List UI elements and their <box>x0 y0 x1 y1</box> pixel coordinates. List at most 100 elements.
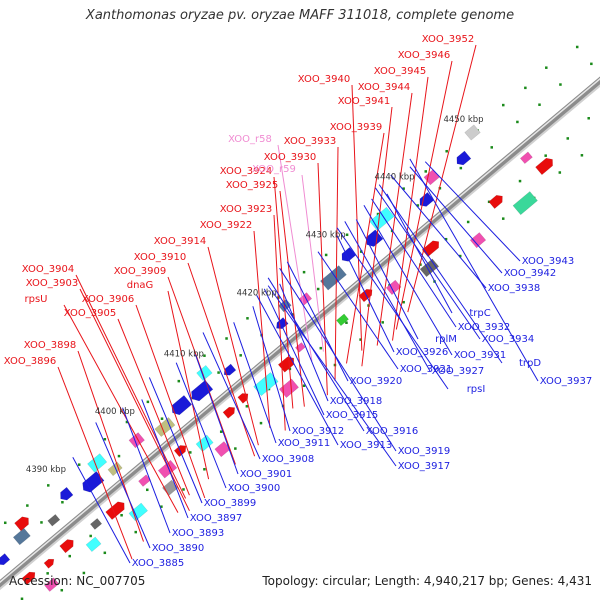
gene-dot <box>259 421 263 425</box>
gene-shape <box>85 536 102 552</box>
gene-dot <box>46 572 49 575</box>
gene-arrow <box>59 539 74 554</box>
gene-label-forward: XOO_3909 <box>114 266 166 277</box>
gene-dot <box>575 45 579 49</box>
gene-shape <box>278 378 299 398</box>
gene-arrow <box>105 501 125 521</box>
gene-dot <box>516 120 519 124</box>
gene-dot <box>68 554 71 558</box>
gene-shape <box>419 192 435 207</box>
gene-shape <box>105 501 125 521</box>
leader-line <box>279 283 329 402</box>
gene-dot <box>566 137 570 140</box>
gene-label-forward: XOO_3925 <box>226 180 278 191</box>
gene-shape <box>358 289 373 303</box>
gene-label-reverse: XOO_3916 <box>366 426 418 437</box>
gene-dot <box>302 384 306 387</box>
tick-layer: 4390 kbp 4400 kbp 4410 kbp 4420 kbp 4430 kbp… <box>26 115 484 475</box>
gene-shape <box>488 195 503 209</box>
gene-shape <box>469 232 487 249</box>
gene-dot <box>219 430 223 433</box>
gene-dot <box>77 463 81 466</box>
gene-shape <box>90 518 103 530</box>
gene-dot <box>544 154 547 157</box>
gene-label-reverse: XOO_3918 <box>330 396 382 407</box>
leader-line <box>277 144 313 362</box>
gene-label-reverse: XOO_3926 <box>396 347 448 358</box>
gene-arrow <box>82 471 105 493</box>
leader-line <box>395 60 453 330</box>
gene-dot <box>146 400 150 404</box>
gene-label-reverse: XOO_3885 <box>132 558 184 569</box>
gene-dot <box>490 146 493 149</box>
gene-label-forward: XOO_3914 <box>154 236 206 247</box>
gene-label-reverse: XOO_3897 <box>190 513 242 524</box>
gene-label-reverse: XOO_3908 <box>262 454 314 465</box>
gene-label-reverse: XOO_3911 <box>278 438 330 449</box>
gene-dot <box>502 103 505 107</box>
gene-label-forward: XOO_3924 <box>220 166 272 177</box>
leader-line <box>355 219 419 340</box>
gene-dot <box>239 354 242 357</box>
gene-label-reverse: XOO_3901 <box>240 469 292 480</box>
gene-dot <box>345 233 349 237</box>
gene-label-reverse: XOO_3931 <box>454 350 506 361</box>
gene-dot <box>558 171 562 174</box>
leader-line <box>361 106 393 367</box>
leader-line <box>233 322 277 444</box>
gene-label-forward: XOO_3904 <box>22 264 74 275</box>
gene-arrow <box>358 289 373 303</box>
tick-label: 4390 kbp <box>26 465 66 475</box>
gene-dot <box>125 420 129 424</box>
gene-block <box>47 513 61 527</box>
gene-dot <box>160 417 164 420</box>
gene-label-forward: XOO_3944 <box>358 82 410 93</box>
gene-label-reverse: XOO_3934 <box>482 334 534 345</box>
gene-dot <box>281 404 285 408</box>
gene-shape <box>535 157 553 176</box>
gene-dot <box>203 468 206 471</box>
leader-line <box>256 295 339 446</box>
gene-dot <box>559 83 562 86</box>
gene-label-reverse: XOO_3919 <box>398 446 450 457</box>
map-title: Xanthomonas oryzae pv. oryzae MAFF 31101… <box>85 8 515 23</box>
leader-line <box>135 304 206 499</box>
leader-line <box>286 261 349 382</box>
gene-label-reverse: XOO_3943 <box>522 256 574 267</box>
gene-shape <box>128 502 148 522</box>
leader-line <box>194 354 239 475</box>
gene-label-reverse: XOO_3912 <box>292 426 344 437</box>
gene-block <box>44 577 60 592</box>
leader-line <box>77 350 144 542</box>
leader-line <box>267 285 397 467</box>
gene-dot <box>587 117 590 120</box>
gene-dot <box>359 338 362 341</box>
leader-line <box>63 304 179 513</box>
gene-label-forward: XOO_3906 <box>82 294 134 305</box>
leader-line <box>253 230 271 428</box>
tick-label: 4420 kbp <box>237 288 277 298</box>
leader-line <box>317 251 399 370</box>
gene-dot <box>245 405 249 408</box>
gene-shape <box>456 150 472 166</box>
leader-line <box>424 161 521 262</box>
gene-dot <box>316 287 320 291</box>
genome-summary-text: Topology: circular; Length: 4,940,217 bp… <box>262 574 592 588</box>
gene-block <box>138 474 152 487</box>
gene-block <box>336 313 349 327</box>
leader-line <box>301 174 324 352</box>
gene-label-forward: XOO_3945 <box>374 66 426 77</box>
gene-label-reverse: trpC <box>469 308 490 319</box>
label-line-layer <box>57 44 539 564</box>
gene-label-forward: XOO_3922 <box>200 220 252 231</box>
gene-arrow <box>222 406 236 419</box>
gene-dot <box>501 217 505 220</box>
gene-dot <box>203 354 206 357</box>
gene-arrow <box>171 395 193 416</box>
gene-label-forward: XOO_3933 <box>284 136 336 147</box>
gene-shape <box>385 279 402 296</box>
gene-shape <box>196 364 213 382</box>
gene-dot <box>345 321 348 324</box>
tick-label: 4410 kbp <box>164 349 204 359</box>
